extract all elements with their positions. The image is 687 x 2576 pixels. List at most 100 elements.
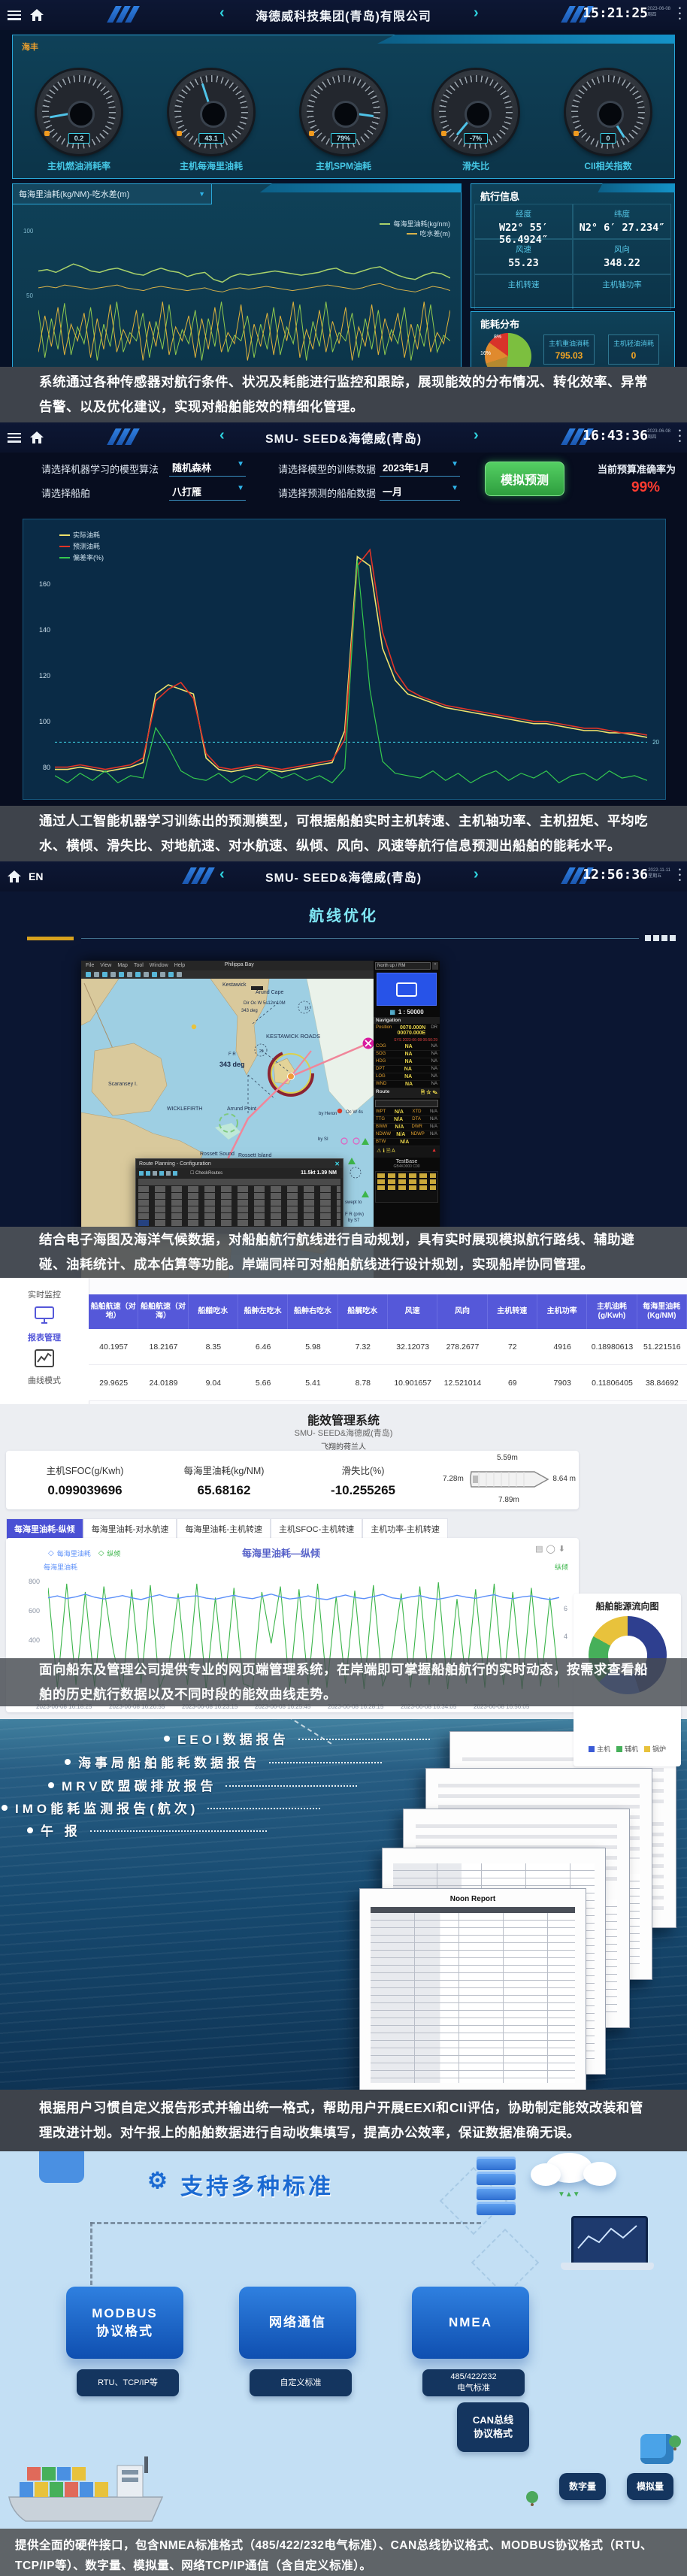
tab-主机功率-主机转速[interactable]: 主机功率-主机转速 xyxy=(362,1518,448,1539)
legend-label: 偏差率(%) xyxy=(73,554,104,562)
decor-bracket-left: ‹ xyxy=(219,866,225,882)
table-cell: 18.2167 xyxy=(138,1329,189,1365)
more-menu-icon[interactable]: • • • xyxy=(678,866,681,885)
legend-item: 吃水差(m) xyxy=(380,229,450,238)
report-bullet-label: MRV欧盟碳排放报告 xyxy=(62,1779,217,1794)
close-icon[interactable]: ✕ xyxy=(334,1160,340,1167)
decor-bracket-right: › xyxy=(474,866,479,882)
menu-help[interactable]: Help xyxy=(174,963,186,968)
legend-item: 实际油耗 xyxy=(59,530,104,540)
standards-section: ⚙ 支持多种标准 ▼▲▼ MODBUS 协议格式 RTU、TCP/IP等 网络通信 自定… xyxy=(0,2151,687,2529)
sidebar-item-reports[interactable]: 报表管理 xyxy=(28,1333,61,1342)
map-label: 20 xyxy=(259,1049,264,1054)
nav-data-row: LOG NA NA xyxy=(374,1073,440,1081)
language-toggle[interactable]: EN xyxy=(29,870,44,882)
sidebar-item-curve[interactable]: 曲线模式 xyxy=(28,1376,61,1385)
tab-每海里油耗-纵倾[interactable]: 每海里油耗-纵倾 xyxy=(6,1518,83,1539)
menu-map[interactable]: Map xyxy=(117,963,128,968)
legend-marker: ◇ xyxy=(48,1549,54,1557)
tab-每海里油耗-对水航速[interactable]: 每海里油耗-对水航速 xyxy=(83,1518,177,1539)
gauge: 43.1 主机每海里油耗 xyxy=(145,70,277,172)
train-dropdown[interactable]: 2023年1月 ▼ xyxy=(380,460,460,477)
alarm-icons[interactable]: ⚠ ℹ 🗎 A ▲ xyxy=(374,1146,440,1158)
menu-icon[interactable] xyxy=(8,10,21,20)
check-routes[interactable]: ☐ CheckRoutes xyxy=(190,1171,223,1176)
curve-icon[interactable] xyxy=(35,1349,54,1367)
dashboard-prediction: SMU- SEED&海德威(青岛) ‹ › 16:43:36 2023-06-0… xyxy=(0,422,687,806)
ship-dropdown[interactable]: 八打雁 ▼ xyxy=(169,484,246,501)
metric-value: 65.68162 xyxy=(197,1483,251,1497)
legend-item: 每海里油耗(kg/nm) xyxy=(380,219,450,229)
report-bullet: EEOI数据报告 xyxy=(164,1729,430,1748)
dotted-trail xyxy=(207,1806,321,1809)
dialog-title: Route Planning - Configuration xyxy=(139,1161,211,1167)
dash1-topbar: 海德威科技集团(青岛)有限公司 ‹ › 15:21:25 2023-06-08 周… xyxy=(0,0,687,30)
menu-window[interactable]: Window xyxy=(149,963,168,968)
table-cell: 40.1957 xyxy=(89,1329,139,1365)
chart-selector[interactable]: 每海里油耗(kg/NM)-吃水差(m) ▼ xyxy=(12,183,212,204)
date-stack: 2023-06-08 周四 xyxy=(647,429,670,440)
table-header-row: 船舶航速（对地） 船舶航速（对海） 船艏吃水 船舯左吃水 船舯右吃水 船艉吃水 风速 风向 主机… xyxy=(89,1294,687,1329)
standard-extra: 模拟量 xyxy=(627,2473,673,2500)
route-data-row: NDWW N/A NDWP N/A xyxy=(374,1131,440,1139)
menu-file[interactable]: File xyxy=(86,963,95,968)
sidebar-item-monitor[interactable]: 实时监控 xyxy=(28,1291,61,1300)
table-header-cell: 船舯右吃水 xyxy=(288,1294,338,1329)
nav-info-cell: 纬度 N2° 6′ 27.234″ xyxy=(573,204,671,239)
route-combo[interactable] xyxy=(375,1100,438,1107)
y-tick: 160 xyxy=(38,580,50,589)
legend-label: 锅炉 xyxy=(652,1745,667,1753)
home-icon[interactable] xyxy=(30,431,44,443)
predict-dropdown[interactable]: 一月 ▼ xyxy=(380,484,460,501)
nav-info-panel: 航行信息 经度 W22° 55′ 56.4924″ 纬度 N2° 6′ 27.234″… xyxy=(471,183,675,310)
predict-label: 请选择预测的船舶数据 xyxy=(278,488,377,499)
route-data-row: WPT N/A XTD N/A xyxy=(374,1109,440,1116)
chart-toolbar-icons[interactable]: ▤◯⬇ xyxy=(535,1545,568,1554)
menu-view[interactable]: View xyxy=(100,963,112,968)
simulate-button[interactable]: 模拟预测 xyxy=(485,462,564,496)
metric-value: 0.099039696 xyxy=(47,1483,123,1497)
menu-tool[interactable]: Tool xyxy=(133,963,144,968)
map-label: WICKLEFIRTH xyxy=(167,1106,202,1112)
energy-stat-label: 主机重油消耗 xyxy=(548,340,589,347)
page-title: SMU- SEED&海德威(青岛) xyxy=(265,872,422,885)
x-tick-label: 2023-06-08 16:25:45 xyxy=(255,1703,311,1710)
table-cell: 38.84692 xyxy=(637,1365,687,1401)
nav-info-cell: 经度 W22° 55′ 56.4924″ xyxy=(474,204,573,246)
y-tick: 400 xyxy=(29,1636,41,1644)
y-tick: 120 xyxy=(38,671,50,680)
waypoint-row xyxy=(138,1193,340,1199)
monitor-icon[interactable] xyxy=(35,1306,54,1324)
more-menu-icon[interactable]: • • • xyxy=(678,427,681,446)
dotted-trail xyxy=(269,1760,382,1763)
more-menu-icon[interactable]: • • • xyxy=(678,5,681,23)
orientation-combo[interactable]: North up / RM ▾ xyxy=(374,961,440,971)
table-header-cell: 船艏吃水 xyxy=(188,1294,238,1329)
date-stack: 2022-11-11 星期五 xyxy=(648,868,670,879)
bullet-dot xyxy=(48,1781,54,1788)
chart-series xyxy=(55,549,647,769)
ecdis-sidebar: North up / RM ▾ ▦ 1 : 50000 Navigation Po… xyxy=(374,961,440,1278)
tab-主机SFOC-主机转速[interactable]: 主机SFOC-主机转速 xyxy=(271,1518,363,1539)
standards-title: 支持多种标准 xyxy=(180,2175,334,2199)
menu-icon[interactable] xyxy=(8,432,21,443)
flow-title: 船舶能源流向图 xyxy=(595,1601,659,1612)
chart-overview xyxy=(377,973,437,1006)
waypoint-row xyxy=(138,1213,340,1219)
algo-dropdown[interactable]: 随机森林 ▼ xyxy=(169,460,246,477)
nav-info-label: 纬度 xyxy=(614,210,630,219)
legend-label: 纵倾 xyxy=(107,1550,121,1557)
tab-每海里油耗-主机转速[interactable]: 每海里油耗-主机转速 xyxy=(177,1518,271,1539)
home-icon[interactable] xyxy=(8,870,21,882)
home-icon[interactable] xyxy=(30,9,44,21)
noon-report-page: Noon Report xyxy=(359,1888,586,2090)
flow-legend: 主机 辅机 锅炉 xyxy=(574,1744,681,1754)
nav-info-title: 航行信息 xyxy=(480,191,520,202)
chart-series xyxy=(48,1594,559,1600)
fuel-draft-chart xyxy=(38,226,450,366)
chevron-down-icon: ▼ xyxy=(237,484,244,492)
sync-arrows: ▼▲▼ xyxy=(558,2190,580,2199)
nav-info-grid: 经度 W22° 55′ 56.4924″ 纬度 N2° 6′ 27.234″ 风速 55.… xyxy=(474,204,671,310)
table-cell: 29.9625 xyxy=(89,1365,139,1401)
ecdis-toolbar[interactable] xyxy=(81,970,440,979)
